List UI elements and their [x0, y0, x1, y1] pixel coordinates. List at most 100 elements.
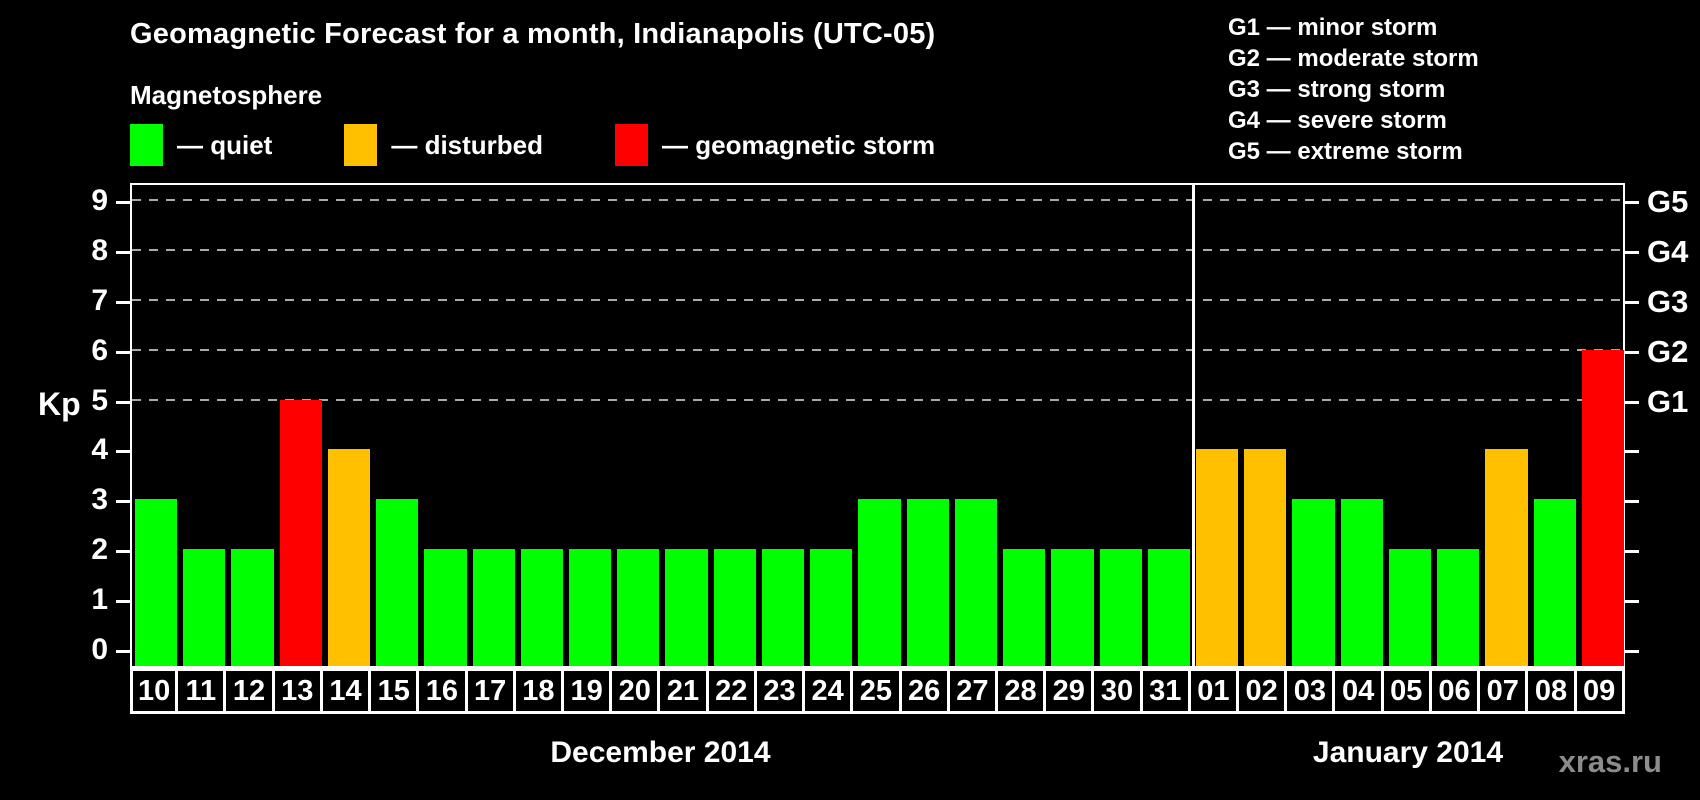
g-scale-label-g5: G5 — [1647, 184, 1689, 219]
date-cell-21: 21 — [657, 668, 709, 714]
date-cell-18: 18 — [512, 668, 564, 714]
g-scale-label-g1: G1 — [1647, 383, 1689, 419]
date-cell-11: 11 — [175, 668, 227, 714]
date-label: 26 — [907, 674, 941, 707]
kp-bar-30 — [1099, 549, 1142, 666]
kp-bar-07 — [1485, 449, 1528, 666]
g-scale-label-g4: G4 — [1647, 233, 1689, 269]
y-tick-label-4: 4 — [91, 433, 108, 467]
left-tick-kp-8 — [116, 250, 130, 254]
g-scale-label-g3: G3 — [1647, 283, 1689, 319]
date-label: 25 — [859, 674, 893, 707]
date-cell-12: 12 — [223, 668, 275, 714]
date-label: 31 — [1149, 674, 1182, 707]
kp-bar-26 — [906, 499, 949, 666]
date-cell-05: 05 — [1380, 668, 1432, 714]
left-tick-kp-5 — [116, 400, 130, 404]
storm-scale-legend: G1 — minor storm G2 — moderate storm G3 — … — [1228, 12, 1479, 167]
left-tick-kp-0 — [116, 650, 130, 653]
gridline-kp-5 — [132, 398, 1623, 401]
date-label: 14 — [329, 674, 362, 707]
right-tick-kp-3 — [1625, 500, 1639, 504]
date-label: 03 — [1293, 674, 1326, 707]
right-tick-kp-2 — [1625, 550, 1639, 554]
month-label-december: December 2014 — [550, 736, 771, 769]
left-tick-kp-1 — [116, 600, 130, 604]
date-cell-17: 17 — [464, 668, 516, 714]
date-cell-08: 08 — [1525, 668, 1577, 714]
date-cell-06: 06 — [1428, 668, 1481, 714]
legend-item-disturbed: — disturbed — [344, 124, 543, 166]
gridline-kp-9 — [132, 199, 1623, 201]
y-axis-label: Kp — [38, 386, 81, 422]
date-cell-19: 19 — [560, 668, 613, 714]
gridline-kp-6 — [132, 348, 1623, 351]
date-label: 04 — [1341, 674, 1375, 707]
date-cell-14: 14 — [319, 668, 372, 714]
date-cell-04: 04 — [1332, 668, 1384, 714]
date-label: 09 — [1583, 674, 1616, 707]
kp-bar-15 — [376, 499, 419, 666]
left-tick-kp-4 — [116, 450, 130, 454]
storm-scale-line-g5: G5 — extreme storm — [1228, 138, 1463, 165]
date-cell-25: 25 — [850, 668, 902, 714]
date-cell-20: 20 — [609, 668, 661, 714]
plot-area — [130, 183, 1625, 668]
date-cell-10: 10 — [130, 668, 179, 714]
kp-bar-08 — [1533, 499, 1576, 666]
kp-bar-31 — [1147, 549, 1190, 666]
right-tick-kp-9 — [1625, 201, 1639, 204]
date-cell-07: 07 — [1477, 668, 1529, 714]
date-label: 06 — [1438, 674, 1471, 707]
legend-item-label: — disturbed — [391, 129, 544, 160]
kp-bar-17 — [472, 549, 515, 666]
y-tick-label-3: 3 — [91, 483, 108, 517]
date-label: 29 — [1052, 674, 1085, 707]
storm-swatch — [615, 124, 649, 166]
date-label: 12 — [232, 674, 266, 707]
y-tick-label-1: 1 — [91, 583, 108, 617]
date-label: 23 — [763, 674, 796, 707]
gridline-kp-7 — [132, 298, 1623, 301]
y-tick-label-5: 5 — [91, 383, 108, 417]
date-cell-03: 03 — [1284, 668, 1336, 714]
kp-bar-01 — [1195, 449, 1239, 666]
date-cell-16: 16 — [416, 668, 468, 714]
date-cell-27: 27 — [946, 668, 998, 714]
kp-bar-13 — [279, 399, 322, 666]
kp-bar-03 — [1292, 499, 1335, 666]
kp-bar-27 — [954, 499, 998, 666]
date-label: 02 — [1245, 674, 1278, 707]
storm-scale-line-g4: G4 — severe storm — [1228, 107, 1447, 134]
right-tick-kp-5 — [1625, 400, 1639, 404]
left-tick-kp-6 — [116, 350, 130, 354]
date-cell-09: 09 — [1573, 668, 1625, 714]
date-label: 21 — [666, 674, 700, 707]
date-cell-31: 31 — [1139, 668, 1191, 714]
date-cell-28: 28 — [994, 668, 1047, 714]
disturbed-swatch — [344, 124, 378, 166]
date-cell-02: 02 — [1236, 668, 1288, 714]
left-tick-kp-9 — [116, 201, 130, 204]
legend-item-quiet: — quiet — [130, 124, 272, 166]
g-scale-label-g2: G2 — [1647, 333, 1689, 369]
kp-bar-19 — [569, 549, 612, 666]
legend-item-label: — quiet — [177, 129, 273, 160]
date-label: 30 — [1100, 674, 1134, 707]
date-label: 19 — [570, 674, 603, 707]
date-label: 08 — [1534, 674, 1568, 707]
date-label: 10 — [137, 674, 171, 707]
legend-item-storm: — geomagnetic storm — [615, 124, 935, 166]
y-tick-label-6: 6 — [91, 333, 108, 367]
date-axis: 10 11 12 13 14 15 16 17 18 19 20 21 22 23 24 25 26 27 28 29… — [130, 668, 1625, 714]
date-label: 16 — [425, 674, 459, 707]
kp-bar-22 — [713, 549, 756, 666]
right-tick-kp-6 — [1625, 350, 1639, 354]
kp-bar-25 — [858, 499, 901, 666]
kp-bar-20 — [617, 549, 660, 666]
kp-bar-24 — [810, 549, 853, 666]
date-label: 24 — [811, 674, 844, 707]
date-label: 18 — [522, 674, 555, 707]
date-cell-15: 15 — [368, 668, 420, 714]
